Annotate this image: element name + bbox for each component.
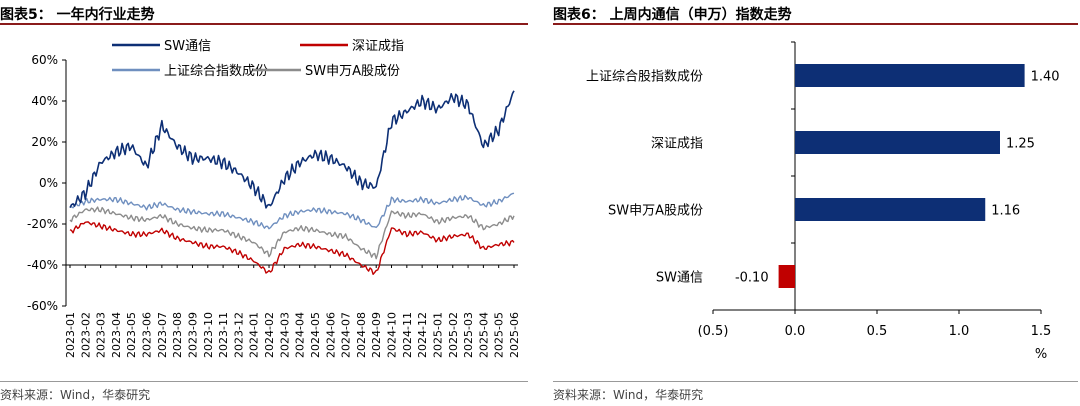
legend-item: 深证成指 [300,39,404,54]
legend-item: SW申万A股成份 [253,64,400,79]
bar-chart: (0.5) 0.0 0.5 1.0 1.5% 上证综合股指数成份 1.40 深证成指 1.25 S… [586,41,1060,362]
line-chart: -60%-40%-20%0%20%40%60%2023-01 2023-02 202… [27,39,521,358]
x-tick-label: 2024-02 [263,312,276,358]
x-tick-label: 2023-03 [95,312,108,358]
header-rule [0,23,528,25]
category-label: 上证综合股指数成份 [586,70,703,85]
data-label: 1.25 [1006,137,1035,152]
x-tick-label: 1.0 [949,324,970,339]
x-tick-label: 2025-06 [508,312,521,358]
bar [795,131,1000,154]
x-tick-label: 2024-03 [278,312,291,358]
y-tick-label: 0% [39,176,58,190]
legend-label: SW通信 [164,39,211,54]
x-tick-label: 2024-09 [370,312,383,358]
x-tick-label: 2024-05 [309,312,322,358]
series-line-4 [69,206,515,260]
bar [795,198,986,221]
y-tick-label: 60% [31,53,58,67]
x-tick-label: 2023-11 [217,312,230,358]
header-rule [553,23,1078,25]
source-note: 资料来源：Wind，华泰研究 [553,388,704,402]
x-tick-label: 2024-04 [294,312,307,358]
x-tick-label: 2023-05 [125,312,138,358]
y-tick-label: 20% [31,135,58,149]
x-tick-label: 2023-06 [141,312,154,358]
x-tick-label: 2023-10 [202,312,215,358]
series-line-3 [70,192,515,230]
x-tick-label: 2025-05 [493,312,506,358]
x-tick-label: 2025-04 [477,312,490,358]
x-tick-label: 2023-01 [64,312,77,358]
x-tick-label: 2023-07 [156,312,169,358]
x-tick-label: 2023-08 [171,312,184,358]
legend-item: 上证综合指数成份 [112,64,268,79]
y-tick-label: -20% [27,217,58,231]
bar [795,64,1025,87]
left-panel: 图表5： 一年内行业走势 -60% -40% -20% 0% 20% 40% 60% 2023… [0,0,530,406]
x-tick-label: 2024-11 [401,312,414,358]
data-label: 1.40 [1031,70,1060,85]
x-tick-label: 0.5 [867,324,888,339]
x-tick-label: 0.0 [785,324,806,339]
x-tick-label: (0.5) [698,324,729,339]
data-label: -0.10 [735,271,769,286]
x-tick-label: 2023-04 [110,312,123,358]
figure-5-header: 图表5： 一年内行业走势 [0,7,155,23]
legend-label: 上证综合指数成份 [164,64,268,79]
y-tick-label: -60% [27,299,58,313]
x-tick-label: 2023-12 [232,312,245,358]
x-tick-label: 2024-06 [324,312,337,358]
y-tick-label: 40% [31,94,58,108]
x-tick-label: 2023-02 [79,312,92,358]
category-label: SW申万A股成份 [608,204,703,219]
footer-rule [553,381,1078,382]
y-tick-label: -40% [27,258,58,272]
x-tick-label: 2024-08 [355,312,368,358]
legend-label: SW申万A股成份 [305,64,400,79]
footer-rule [0,381,528,382]
category-label: 深证成指 [651,137,703,152]
figure-6-header: 图表6： 上周内通信（申万）指数走势 [553,7,792,23]
x-tick-label: 2025-02 [447,312,460,358]
x-tick-label: 2025-03 [462,312,475,358]
series-line-2 [69,221,515,275]
series-line-1 [69,90,515,209]
x-tick-label: 2024-01 [248,312,261,358]
x-tick-label: 1.5 [1031,324,1052,339]
x-axis-unit: % [1035,347,1047,362]
x-tick-label: 2024-12 [416,312,429,358]
right-panel: 图表6： 上周内通信（申万）指数走势 (0.5) 0.0 0.5 1.0 1.5% 上证综… [553,0,1080,406]
source-note: 资料来源：Wind，华泰研究 [0,388,151,402]
x-tick-label: 2024-10 [386,312,399,358]
bar [778,265,795,288]
x-tick-label: 2023-09 [186,312,199,358]
x-tick-label: 2024-07 [340,312,353,358]
x-tick-label: 2025-01 [431,312,444,358]
data-label: 1.16 [991,204,1020,219]
category-label: SW通信 [656,271,703,286]
legend-label: 深证成指 [352,39,404,54]
legend-item: SW通信 [112,39,211,54]
